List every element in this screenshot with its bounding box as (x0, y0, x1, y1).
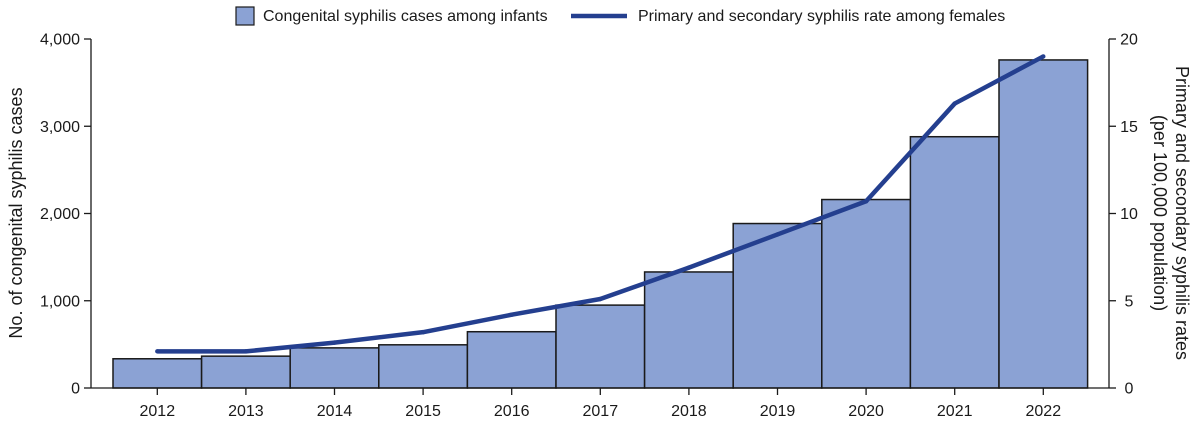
x-tick-label: 2012 (140, 403, 176, 420)
y-tick-label: 1,000 (40, 293, 80, 310)
rate-point-2017 (598, 296, 603, 302)
x-tick-label: 2017 (583, 403, 619, 420)
rate-point-2021 (952, 101, 957, 106)
rate-point-2015 (420, 329, 426, 335)
y-tick-label: 3,000 (40, 119, 80, 136)
y2-tick-label: 10 (1120, 206, 1138, 223)
x-tick-label: 2022 (1026, 403, 1062, 420)
rate-point-2019 (775, 232, 780, 237)
x-tick-label: 2019 (760, 403, 796, 420)
y-tick-label: 2,000 (40, 206, 80, 223)
bar-2022 (998, 59, 1089, 389)
bar-2020 (821, 198, 912, 389)
x-tick-label: 2013 (228, 403, 264, 420)
bar-2018 (643, 271, 734, 389)
x-tick-label: 2021 (937, 403, 973, 420)
rate-point-2014 (332, 340, 337, 345)
bar-2013 (200, 355, 291, 389)
line-layer (155, 54, 1046, 354)
y-axis-title: No. of congenital syphilis cases (6, 87, 26, 338)
y2-tick-label: 20 (1120, 32, 1138, 49)
y2-tick-label: 0 (1125, 381, 1134, 398)
rate-point-2022 (1041, 54, 1046, 59)
axes-layer: 0 1,000 2,000 3,000 4,000 0 5 10 15 20 2012 2013 201… (40, 32, 1138, 421)
rate-point-2016 (509, 312, 514, 317)
legend-bar-swatch (235, 6, 255, 26)
bar-2021 (909, 135, 1000, 389)
y2-axis-title-line2: (per 100,000 population) (1150, 115, 1170, 311)
y-tick-label: 4,000 (40, 32, 80, 49)
rate-point-2018 (686, 265, 692, 270)
y2-axis-title-line1: Primary and secondary syphilis rates (1172, 66, 1192, 360)
x-tick-label: 2014 (317, 403, 353, 420)
x-tick-label: 2015 (405, 403, 441, 420)
legend: Congenital syphilis cases among infants … (235, 6, 1005, 26)
bar-2016 (466, 330, 557, 389)
y2-tick-label: 5 (1125, 293, 1134, 310)
bar-2014 (289, 347, 380, 389)
legend-bar-label: Congenital syphilis cases among infants (263, 8, 548, 25)
bars-layer (112, 59, 1089, 389)
y-tick-label: 0 (71, 381, 80, 398)
rate-point-2020 (863, 199, 869, 204)
x-tick-label: 2020 (848, 403, 884, 420)
rate-point-2013 (243, 349, 249, 354)
bar-2017 (555, 304, 646, 389)
legend-line-label: Primary and secondary syphilis rate amon… (638, 8, 1005, 25)
x-tick-label: 2016 (494, 403, 530, 420)
bar-2015 (378, 344, 469, 389)
bar-2012 (112, 358, 203, 389)
y2-tick-label: 15 (1120, 119, 1138, 136)
rate-point-2012 (155, 349, 160, 354)
x-tick-label: 2018 (671, 403, 707, 420)
